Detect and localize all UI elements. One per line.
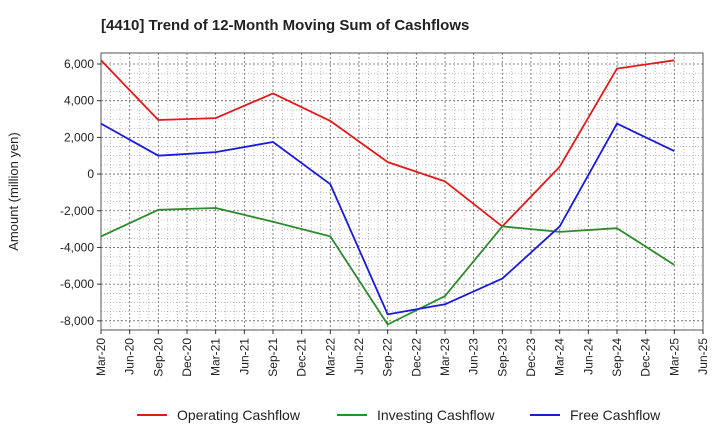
y-axis: 6,000 4,000 2,000 0 -2,000 -4,000 -6,000 -8,000 <box>60 57 101 328</box>
y-tick-label: 6,000 <box>64 57 94 71</box>
y-tick-label: -4,000 <box>60 240 94 254</box>
x-tick-label: Sep-21 <box>266 338 280 377</box>
grid <box>100 53 704 330</box>
plot-frame <box>100 52 704 331</box>
x-tick-label: Mar-25 <box>667 338 681 376</box>
x-tick-label: Jun-23 <box>467 338 481 375</box>
y-tick-label: -6,000 <box>60 277 94 291</box>
legend: Operating Cashflow Investing Cashflow Free… <box>137 407 661 423</box>
y-tick-label: 4,000 <box>64 94 94 108</box>
x-tick-label: Mar-20 <box>94 338 108 376</box>
y-axis-label: Amount (million yen) <box>6 132 21 251</box>
x-axis: Mar-20 Jun-20 Sep-20 Dec-20 Mar-21 Jun-21 Sep-… <box>94 330 710 377</box>
x-tick-label: Jun-24 <box>581 338 595 375</box>
y-tick-label: 0 <box>87 167 94 181</box>
x-tick-label: Mar-22 <box>323 338 337 376</box>
series-line-free-cashflow <box>100 122 675 316</box>
legend-label-operating-cashflow: Operating Cashflow <box>177 407 301 423</box>
x-tick-label: Sep-22 <box>381 338 395 377</box>
x-tick-label: Dec-24 <box>639 338 653 377</box>
x-tick-label: Mar-24 <box>553 338 567 376</box>
x-tick-label: Mar-21 <box>209 338 223 376</box>
y-tick-label: -8,000 <box>60 314 94 328</box>
y-tick-label: 2,000 <box>64 130 94 144</box>
legend-label-investing-cashflow: Investing Cashflow <box>377 407 495 423</box>
y-tick-label: -2,000 <box>60 204 94 218</box>
x-tick-label: Dec-20 <box>180 338 194 377</box>
legend-label-free-cashflow: Free Cashflow <box>570 407 661 423</box>
series-line-operating-cashflow <box>100 59 675 228</box>
x-tick-label: Jun-22 <box>352 338 366 375</box>
x-tick-label: Dec-21 <box>295 338 309 377</box>
x-tick-label: Jun-20 <box>123 338 137 375</box>
x-tick-label: Mar-23 <box>438 338 452 376</box>
series-line-investing-cashflow <box>100 207 675 326</box>
x-tick-label: Sep-23 <box>495 338 509 377</box>
x-tick-label: Dec-23 <box>524 338 538 377</box>
x-tick-label: Sep-20 <box>151 338 165 377</box>
series-layer <box>100 59 675 326</box>
x-tick-label: Sep-24 <box>610 338 624 377</box>
x-tick-label: Dec-22 <box>409 338 423 377</box>
x-tick-label: Jun-25 <box>696 338 710 375</box>
chart-title: [4410] Trend of 12-Month Moving Sum of C… <box>101 17 469 34</box>
x-tick-label: Jun-21 <box>237 338 251 375</box>
